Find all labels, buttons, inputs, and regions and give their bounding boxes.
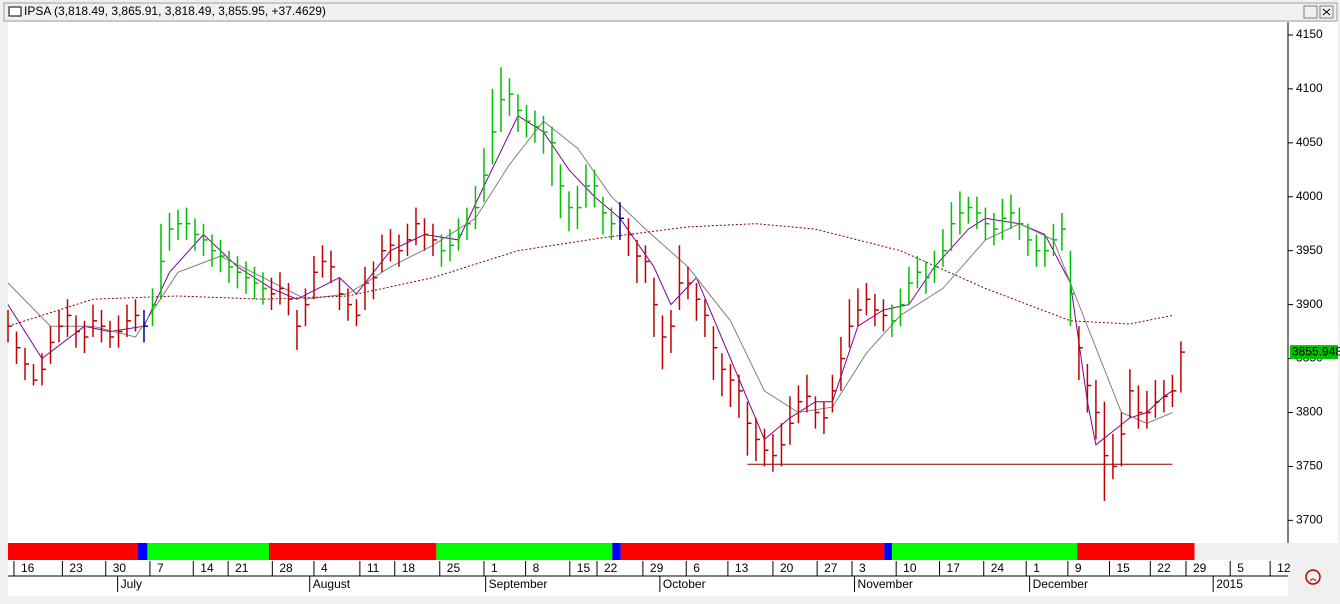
x-tick-label: 15 [1117,561,1131,575]
x-tick-label: 9 [1075,561,1082,575]
y-tick-label: 3700 [1296,513,1323,527]
trend-band [891,543,1078,560]
plot-area [8,22,1288,543]
y-tick-label: 3950 [1296,243,1323,257]
x-tick-label: 7 [157,561,164,575]
x-tick-label: 3 [859,561,866,575]
x-tick-label: 13 [735,561,749,575]
trend-band [138,543,148,560]
trend-band [147,543,269,560]
chart-title: IPSA (3,818.49, 3,865.91, 3,818.49, 3,85… [24,4,326,18]
y-tick-label: 4000 [1296,189,1323,203]
x-tick-label: 1 [491,561,498,575]
trend-band [8,543,139,560]
close-icon [1322,8,1331,16]
y-tick-label: 4100 [1296,81,1323,95]
last-price-box [1290,345,1338,360]
x-tick-label: 21 [235,561,249,575]
last-price-label: 3855.948 [1292,344,1340,358]
y-tick-label: 3900 [1296,297,1323,311]
x-tick-label: 5 [1237,561,1244,575]
status-icon[interactable] [1305,569,1321,585]
x-tick-label: 18 [402,561,416,575]
x-tick-label: 28 [279,561,293,575]
x-tick-label: 29 [650,561,664,575]
moving-average-line [7,223,1173,327]
restore-button[interactable] [1303,5,1318,19]
x-tick-label: 22 [1157,561,1171,575]
y-tick-label: 4050 [1296,135,1323,149]
x-tick-label: 10 [903,561,917,575]
x-tick-label: 16 [21,561,35,575]
moving-average-line [7,115,1173,446]
x-tick-label: 4 [321,561,328,575]
x-tick-label: 11 [367,561,380,575]
trend-band [620,543,885,560]
x-tick-label: 1 [1033,561,1040,575]
moving-average-line [7,120,1173,424]
x-tick-label: 8 [533,561,540,575]
month-label: December [1033,577,1088,591]
x-tick-label: 17 [947,561,961,575]
x-tick-label: 29 [1193,561,1207,575]
x-tick-label: 23 [69,561,83,575]
x-tick-label: 15 [577,561,591,575]
y-tick-label: 3750 [1296,459,1323,473]
y-tick-label: 4150 [1296,27,1323,41]
y-axis-area [1288,22,1338,543]
month-label: July [121,577,142,591]
x-tick-label: 25 [447,561,461,575]
trend-band [1077,543,1195,560]
x-tick-label: 6 [693,561,700,575]
trend-band [612,543,621,560]
x-tick-label: 30 [113,561,127,575]
month-label: September [489,577,548,591]
x-tick-label: 14 [200,561,214,575]
date-axis-area [8,560,1288,596]
y-tick-label: 3800 [1296,405,1323,419]
x-tick-label: 24 [991,561,1005,575]
status-icon-mouth [1309,578,1317,582]
trend-band [268,543,437,560]
x-tick-label: 27 [824,561,838,575]
month-label: August [313,577,351,591]
title-bar [3,2,1338,22]
x-tick-label: 20 [780,561,794,575]
window-icon [8,6,22,17]
x-tick-label: 12 [1277,561,1291,575]
month-label: 2015 [1216,577,1243,591]
month-label: November [858,577,913,591]
trend-band [884,543,892,560]
x-tick-label: 22 [604,561,618,575]
month-label: October [663,577,706,591]
trend-band [436,543,613,560]
